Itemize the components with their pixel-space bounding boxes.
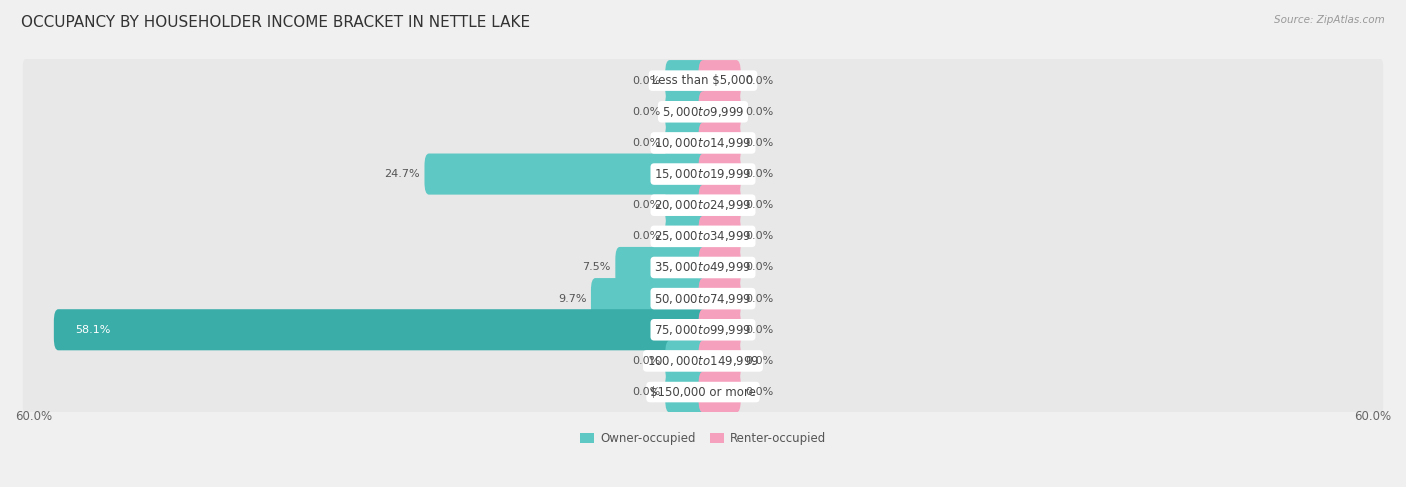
Text: 9.7%: 9.7% xyxy=(558,294,586,303)
Text: 0.0%: 0.0% xyxy=(745,294,773,303)
Text: 0.0%: 0.0% xyxy=(633,138,661,148)
FancyBboxPatch shape xyxy=(22,121,1384,165)
FancyBboxPatch shape xyxy=(665,185,707,226)
Text: 0.0%: 0.0% xyxy=(745,231,773,242)
FancyBboxPatch shape xyxy=(665,91,707,132)
Text: 0.0%: 0.0% xyxy=(633,200,661,210)
FancyBboxPatch shape xyxy=(665,372,707,412)
Text: 0.0%: 0.0% xyxy=(745,138,773,148)
Text: 0.0%: 0.0% xyxy=(633,387,661,397)
Text: 0.0%: 0.0% xyxy=(745,169,773,179)
Text: $20,000 to $24,999: $20,000 to $24,999 xyxy=(654,198,752,212)
Text: 0.0%: 0.0% xyxy=(745,387,773,397)
FancyBboxPatch shape xyxy=(22,245,1384,290)
Text: 0.0%: 0.0% xyxy=(633,231,661,242)
FancyBboxPatch shape xyxy=(591,278,707,319)
Text: 7.5%: 7.5% xyxy=(582,262,610,273)
Text: 24.7%: 24.7% xyxy=(384,169,420,179)
FancyBboxPatch shape xyxy=(699,185,741,226)
Text: 0.0%: 0.0% xyxy=(633,107,661,117)
FancyBboxPatch shape xyxy=(616,247,707,288)
FancyBboxPatch shape xyxy=(425,153,707,195)
FancyBboxPatch shape xyxy=(53,309,707,350)
Text: $25,000 to $34,999: $25,000 to $34,999 xyxy=(654,229,752,244)
Text: $35,000 to $49,999: $35,000 to $49,999 xyxy=(654,261,752,275)
FancyBboxPatch shape xyxy=(22,90,1384,134)
Text: $5,000 to $9,999: $5,000 to $9,999 xyxy=(662,105,744,119)
Text: 0.0%: 0.0% xyxy=(633,356,661,366)
Text: 60.0%: 60.0% xyxy=(1354,410,1391,423)
Legend: Owner-occupied, Renter-occupied: Owner-occupied, Renter-occupied xyxy=(579,432,827,445)
FancyBboxPatch shape xyxy=(665,122,707,164)
Text: 0.0%: 0.0% xyxy=(745,200,773,210)
FancyBboxPatch shape xyxy=(22,370,1384,414)
FancyBboxPatch shape xyxy=(699,60,741,101)
Text: $15,000 to $19,999: $15,000 to $19,999 xyxy=(654,167,752,181)
Text: 0.0%: 0.0% xyxy=(633,75,661,86)
Text: 0.0%: 0.0% xyxy=(745,107,773,117)
FancyBboxPatch shape xyxy=(699,372,741,412)
Text: $75,000 to $99,999: $75,000 to $99,999 xyxy=(654,323,752,337)
FancyBboxPatch shape xyxy=(22,339,1384,383)
Text: $10,000 to $14,999: $10,000 to $14,999 xyxy=(654,136,752,150)
FancyBboxPatch shape xyxy=(699,153,741,195)
FancyBboxPatch shape xyxy=(665,340,707,381)
Text: 0.0%: 0.0% xyxy=(745,75,773,86)
Text: $150,000 or more: $150,000 or more xyxy=(650,386,756,398)
FancyBboxPatch shape xyxy=(699,216,741,257)
FancyBboxPatch shape xyxy=(699,91,741,132)
Text: $100,000 to $149,999: $100,000 to $149,999 xyxy=(647,354,759,368)
FancyBboxPatch shape xyxy=(665,60,707,101)
FancyBboxPatch shape xyxy=(699,278,741,319)
FancyBboxPatch shape xyxy=(22,183,1384,227)
Text: $50,000 to $74,999: $50,000 to $74,999 xyxy=(654,292,752,306)
FancyBboxPatch shape xyxy=(699,247,741,288)
Text: 58.1%: 58.1% xyxy=(75,325,110,335)
FancyBboxPatch shape xyxy=(699,340,741,381)
Text: Less than $5,000: Less than $5,000 xyxy=(652,74,754,87)
FancyBboxPatch shape xyxy=(22,277,1384,321)
FancyBboxPatch shape xyxy=(665,216,707,257)
Text: 0.0%: 0.0% xyxy=(745,325,773,335)
FancyBboxPatch shape xyxy=(22,152,1384,196)
Text: 60.0%: 60.0% xyxy=(15,410,52,423)
Text: 0.0%: 0.0% xyxy=(745,356,773,366)
Text: 0.0%: 0.0% xyxy=(745,262,773,273)
Text: Source: ZipAtlas.com: Source: ZipAtlas.com xyxy=(1274,15,1385,25)
FancyBboxPatch shape xyxy=(22,214,1384,259)
FancyBboxPatch shape xyxy=(699,122,741,164)
Text: OCCUPANCY BY HOUSEHOLDER INCOME BRACKET IN NETTLE LAKE: OCCUPANCY BY HOUSEHOLDER INCOME BRACKET … xyxy=(21,15,530,30)
FancyBboxPatch shape xyxy=(699,309,741,350)
FancyBboxPatch shape xyxy=(22,308,1384,352)
FancyBboxPatch shape xyxy=(22,58,1384,103)
